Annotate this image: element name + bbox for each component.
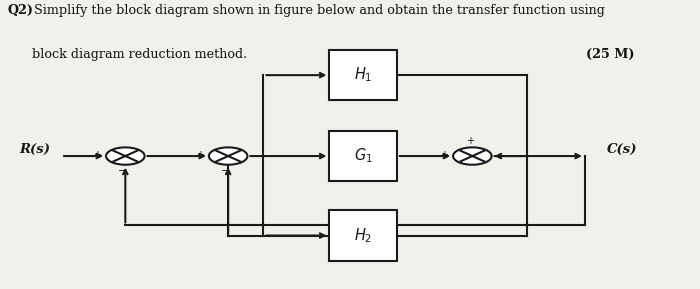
Circle shape	[106, 147, 145, 165]
Text: (25 M): (25 M)	[587, 48, 635, 61]
Text: Simplify the block diagram shown in figure below and obtain the transfer functio: Simplify the block diagram shown in figu…	[29, 4, 604, 17]
Text: +: +	[93, 150, 101, 160]
Text: $H_2$: $H_2$	[354, 226, 372, 245]
Bar	[330, 50, 397, 101]
Text: R(s): R(s)	[20, 142, 50, 155]
Text: C(s): C(s)	[608, 142, 638, 155]
Text: −: −	[118, 166, 127, 176]
Circle shape	[453, 147, 491, 165]
Text: $H_1$: $H_1$	[354, 66, 372, 84]
Bar	[330, 210, 397, 261]
Text: block diagram reduction method.: block diagram reduction method.	[8, 48, 247, 61]
Circle shape	[209, 147, 247, 165]
Text: −: −	[221, 166, 230, 176]
Text: +: +	[196, 150, 204, 160]
Text: +: +	[440, 150, 448, 160]
Bar	[330, 131, 397, 181]
Text: $G_1$: $G_1$	[354, 147, 372, 165]
Text: +: +	[466, 136, 474, 146]
Text: Q2): Q2)	[8, 4, 34, 17]
